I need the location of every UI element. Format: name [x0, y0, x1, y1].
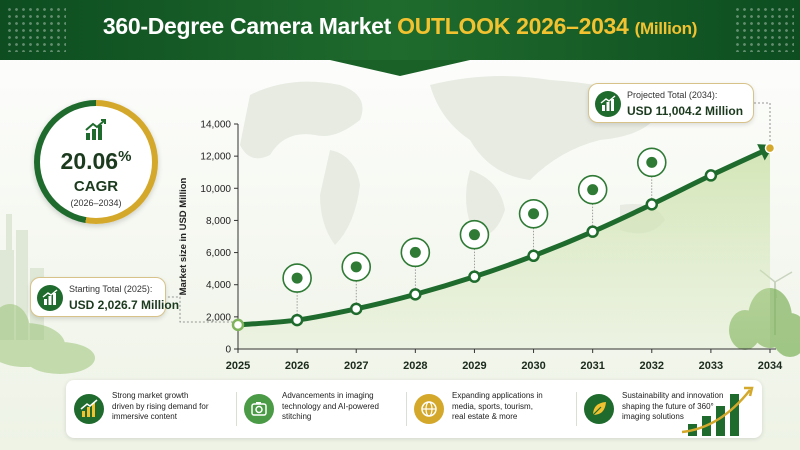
cagr-badge: 20.06% CAGR (2026–2034) [34, 100, 158, 224]
driver-item-applications: Expanding applications in media, sports,… [406, 380, 576, 438]
x-tick-label: 2029 [462, 360, 486, 372]
driver-text: Strong market growth driven by rising de… [112, 391, 209, 423]
x-tick-label: 2031 [580, 360, 604, 372]
driver-line: Advancements in imaging [282, 391, 374, 400]
x-tick-label: 2032 [640, 360, 664, 372]
data-point-marker [704, 169, 718, 182]
leaf-icon [584, 394, 614, 424]
driver-item-sustainability: Sustainability and innovation shaping th… [576, 380, 762, 438]
cagr-value: 20.06% [40, 148, 152, 175]
camera-icon [244, 394, 274, 424]
bar-chart-up-icon [595, 91, 621, 117]
driver-line: immersive content [112, 412, 177, 421]
data-point-marker [409, 288, 422, 301]
data-point-marker [586, 225, 599, 238]
divider [236, 392, 237, 426]
x-tick-label: 2025 [226, 360, 250, 372]
x-tick-label: 2026 [285, 360, 309, 372]
driver-line: stitching [282, 412, 312, 421]
driver-text: Sustainability and innovation shaping th… [622, 391, 723, 423]
header-banner: 360-Degree Camera Market OUTLOOK 2026–20… [0, 0, 800, 60]
driver-line: technology and AI-powered [282, 401, 379, 411]
driver-item-imaging: Advancements in imaging technology and A… [236, 380, 406, 438]
driver-item-growth: Strong market growth driven by rising de… [66, 380, 236, 438]
x-tick-label: 2030 [521, 360, 545, 372]
banner-notch [330, 60, 470, 76]
driver-line: imaging solutions [622, 412, 684, 421]
title-unit: (Million) [634, 19, 698, 38]
driver-text: Expanding applications in media, sports,… [452, 391, 543, 423]
data-point-marker [349, 302, 363, 316]
driver-text: Advancements in imaging technology and A… [282, 391, 379, 423]
icon-glyph [646, 156, 658, 168]
driver-line: Strong market growth [112, 391, 189, 400]
series-line [235, 145, 773, 328]
cagr-number: 20.06 [60, 148, 119, 174]
page-title: 360-Degree Camera Market OUTLOOK 2026–20… [0, 13, 800, 40]
left-foliage [0, 304, 95, 374]
driver-line: media, sports, tourism, [452, 401, 533, 411]
cagr-badge-inner: 20.06% CAGR (2026–2034) [40, 106, 152, 218]
bar-chart-up-icon [85, 119, 106, 140]
key-drivers-strip: Strong market growth driven by rising de… [66, 380, 762, 438]
icon-glyph [528, 208, 540, 220]
globe-icon [414, 394, 444, 424]
y-tick-label: 4,000 [206, 280, 231, 291]
cagr-label: CAGR [73, 178, 119, 195]
icon-glyph [350, 261, 362, 273]
icon-glyph [291, 272, 303, 284]
x-tick-label: 2027 [344, 360, 368, 372]
dot-pattern-left [6, 6, 66, 52]
projected-total-caption: Projected Total (2034): [627, 90, 718, 100]
x-tick-label: 2034 [758, 360, 783, 372]
title-main: 360-Degree Camera Market [102, 13, 392, 39]
divider [576, 392, 577, 426]
y-tick-label: 8,000 [206, 216, 231, 227]
projected-total-value: USD 11,004.2 Million [627, 104, 744, 118]
cagr-period: (2026–2034) [70, 198, 122, 208]
area-fill [238, 148, 770, 349]
data-point-marker [290, 313, 304, 327]
dot-pattern-right [734, 6, 794, 52]
projected-connector [754, 102, 771, 149]
data-point-marker [231, 318, 245, 332]
starting-total-callout: Starting Total (2025): USD 2,026.7 Milli… [30, 277, 179, 317]
data-point-marker [527, 249, 540, 263]
driver-line: driven by rising demand for [112, 401, 209, 411]
cagr-percent-sign: % [118, 148, 132, 165]
driver-line: real estate & more [452, 412, 518, 421]
mini-growth-bars-decor [681, 386, 754, 436]
title-highlight: OUTLOOK 2026–2034 [397, 13, 629, 39]
data-point-marker [468, 270, 481, 283]
bar-chart-up-icon [37, 285, 63, 311]
icon-glyph [409, 246, 421, 258]
y-tick-label: 0 [225, 345, 231, 356]
driver-line: Sustainability and innovation [622, 391, 724, 400]
x-tick-label: 2028 [403, 360, 427, 372]
y-tick-label: 12,000 [200, 152, 231, 163]
x-tick-label: 2033 [699, 360, 723, 372]
y-tick-label: 10,000 [200, 184, 231, 195]
data-point-marker [645, 198, 659, 211]
y-tick-label: 2,000 [206, 312, 231, 323]
driver-line: Expanding applications in [452, 391, 543, 400]
y-tick-label: 6,000 [206, 248, 231, 259]
icon-glyph [468, 229, 480, 241]
icon-glyph [587, 184, 599, 196]
divider [406, 392, 407, 426]
y-axis-label: Market size in USD Million [178, 177, 189, 295]
starting-total-caption: Starting Total (2025): [69, 284, 153, 294]
projected-total-callout: Projected Total (2034): USD 11,004.2 Mil… [588, 83, 754, 123]
y-tick-label: 14,000 [200, 120, 231, 131]
data-point-marker [764, 142, 776, 154]
driver-line: shaping the future of 360° [622, 401, 714, 411]
starting-total-value: USD 2,026.7 Million [69, 298, 180, 312]
growth-chart-icon [74, 394, 104, 424]
